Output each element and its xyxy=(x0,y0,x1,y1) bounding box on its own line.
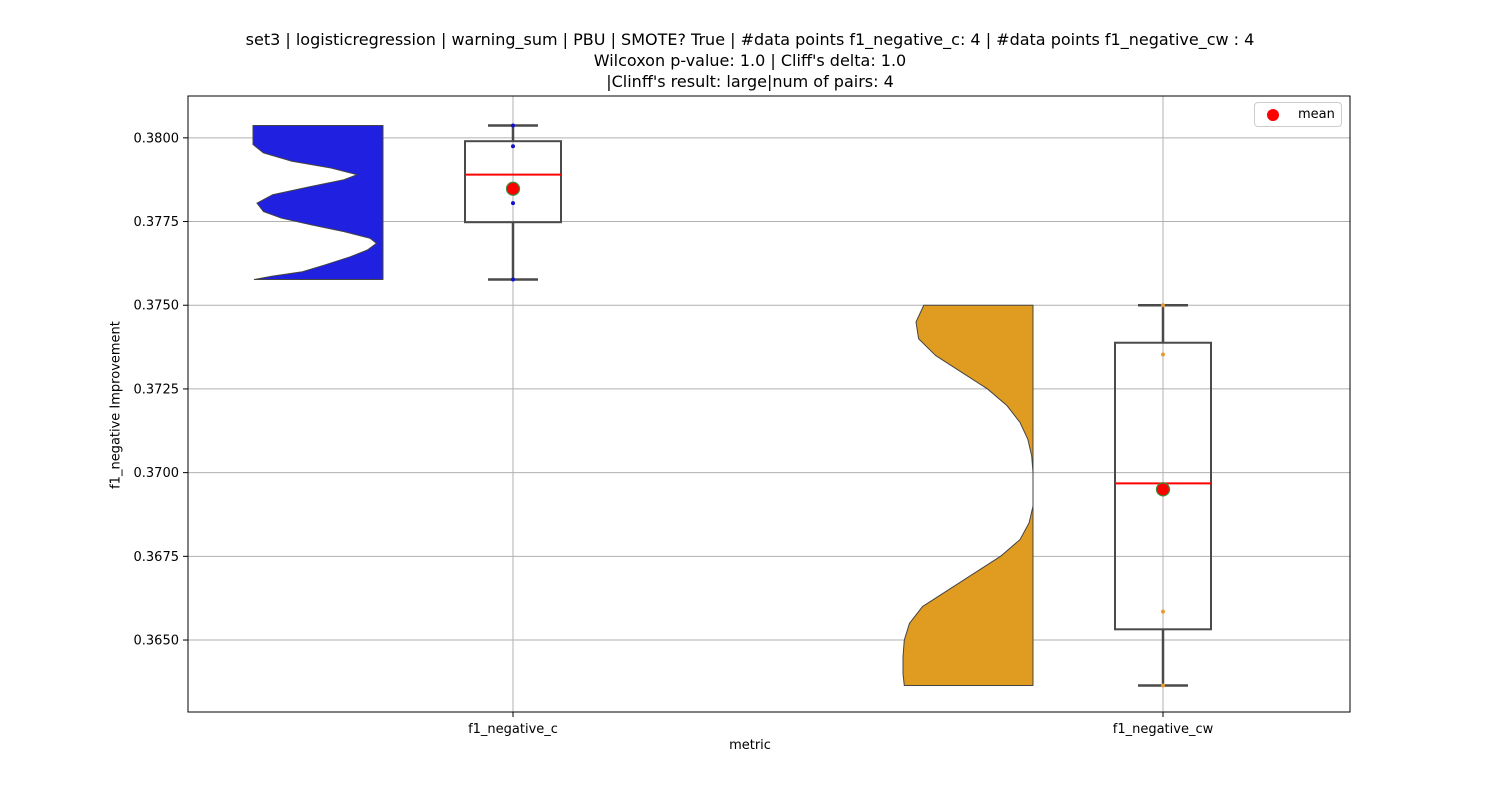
data-point xyxy=(511,144,515,149)
box-f1_negative_c xyxy=(464,140,562,224)
data-point xyxy=(1161,683,1165,688)
x-tick-label: f1_negative_c xyxy=(468,722,558,737)
axes-frame xyxy=(187,95,1351,713)
box-f1_negative_cw xyxy=(1114,341,1212,631)
chart-title: set3 | logisticregression | warning_sum … xyxy=(245,30,1255,49)
y-tick-label: 0.3650 xyxy=(134,634,180,649)
chart-subtitle-cliff: |Clinff's result: large|num of pairs: 4 xyxy=(606,72,894,91)
y-tick-label: 0.3750 xyxy=(134,299,180,314)
legend-mean-marker xyxy=(1267,109,1279,121)
y-tick-label: 0.3700 xyxy=(134,466,180,481)
data-point xyxy=(1161,609,1165,614)
data-point xyxy=(511,201,515,206)
y-tick-label: 0.3775 xyxy=(134,215,180,230)
chart-subtitle-stats: Wilcoxon p-value: 1.0 | Cliff's delta: 1… xyxy=(593,51,907,70)
y-tick-label: 0.3725 xyxy=(134,382,180,397)
violin-f1_negative_c xyxy=(252,124,384,280)
data-point xyxy=(1161,352,1165,357)
data-point xyxy=(1161,303,1165,308)
y-axis-label: f1_negative Improvement xyxy=(108,321,124,489)
x-tick-label: f1_negative_cw xyxy=(1113,722,1214,737)
violin-f1_negative_cw xyxy=(902,304,1034,687)
mean-marker-f1_negative_cw xyxy=(1155,482,1171,497)
legend-mean-label: mean xyxy=(1298,107,1335,122)
y-tick-label: 0.3675 xyxy=(134,550,180,565)
data-point xyxy=(511,123,515,128)
x-axis-label: metric xyxy=(729,738,771,753)
data-point xyxy=(511,277,515,282)
y-tick-label: 0.3800 xyxy=(134,131,180,146)
legend: mean xyxy=(1254,102,1342,127)
mean-marker-f1_negative_c xyxy=(505,181,521,196)
